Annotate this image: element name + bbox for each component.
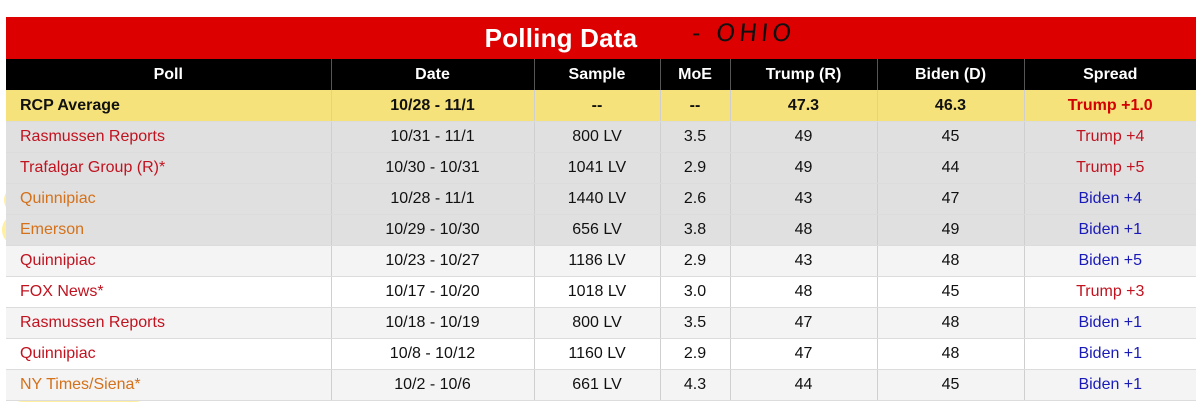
trump-value: 47: [730, 307, 878, 339]
biden-value: 46.3: [877, 90, 1025, 122]
table-row: FOX News* 10/17 - 10/20 1018 LV 3.0 48 4…: [6, 276, 1196, 308]
trump-value: 43: [730, 183, 878, 215]
column-header-spread[interactable]: Spread: [1024, 59, 1196, 90]
poll-sample: 1018 LV: [534, 276, 661, 308]
trump-value: 47.3: [730, 90, 878, 122]
polling-table: Poll Date Sample MoE Trump (R) Biden (D)…: [6, 59, 1196, 401]
poll-date: 10/31 - 11/1: [331, 121, 535, 153]
poll-moe: 3.0: [660, 276, 731, 308]
column-header-poll[interactable]: Poll: [6, 59, 332, 90]
table-row: Rasmussen Reports 10/31 - 11/1 800 LV 3.…: [6, 121, 1196, 153]
spread-value: Trump +1.0: [1024, 90, 1196, 122]
poll-moe: 3.5: [660, 307, 731, 339]
biden-value: 48: [877, 245, 1025, 277]
poll-date: 10/17 - 10/20: [331, 276, 535, 308]
poll-link[interactable]: Quinnipiac: [6, 338, 332, 370]
poll-link[interactable]: NY Times/Siena*: [6, 369, 332, 401]
spread-value: Biden +1: [1024, 338, 1196, 370]
poll-sample: 1440 LV: [534, 183, 661, 215]
handwritten-note: - OHIO: [690, 19, 797, 47]
biden-value: 48: [877, 338, 1025, 370]
biden-value: 47: [877, 183, 1025, 215]
biden-value: 44: [877, 152, 1025, 184]
spread-value: Biden +1: [1024, 369, 1196, 401]
rcp-average-row: RCP Average 10/28 - 11/1 -- -- 47.3 46.3…: [6, 90, 1196, 122]
poll-sample: 1186 LV: [534, 245, 661, 277]
table-row: Quinnipiac 10/8 - 10/12 1160 LV 2.9 47 4…: [6, 338, 1196, 370]
poll-sample: 1041 LV: [534, 152, 661, 184]
table-row: Quinnipiac 10/23 - 10/27 1186 LV 2.9 43 …: [6, 245, 1196, 277]
poll-date: 10/29 - 10/30: [331, 214, 535, 246]
poll-date: 10/2 - 10/6: [331, 369, 535, 401]
table-row: NY Times/Siena* 10/2 - 10/6 661 LV 4.3 4…: [6, 369, 1196, 401]
poll-sample: 800 LV: [534, 307, 661, 339]
poll-sample: 800 LV: [534, 121, 661, 153]
biden-value: 45: [877, 276, 1025, 308]
column-header-biden[interactable]: Biden (D): [877, 59, 1025, 90]
column-header-trump[interactable]: Trump (R): [730, 59, 878, 90]
poll-link[interactable]: Quinnipiac: [6, 183, 332, 215]
poll-date: 10/23 - 10/27: [331, 245, 535, 277]
table-row: Quinnipiac 10/28 - 11/1 1440 LV 2.6 43 4…: [6, 183, 1196, 215]
table-row: Emerson 10/29 - 10/30 656 LV 3.8 48 49 B…: [6, 214, 1196, 246]
poll-moe: 2.6: [660, 183, 731, 215]
poll-link[interactable]: Rasmussen Reports: [6, 121, 332, 153]
biden-value: 49: [877, 214, 1025, 246]
biden-value: 48: [877, 307, 1025, 339]
table-row: Rasmussen Reports 10/18 - 10/19 800 LV 3…: [6, 307, 1196, 339]
poll-link[interactable]: Quinnipiac: [6, 245, 332, 277]
poll-moe: 3.8: [660, 214, 731, 246]
poll-date: 10/8 - 10/12: [331, 338, 535, 370]
trump-value: 48: [730, 276, 878, 308]
table-header-row: Poll Date Sample MoE Trump (R) Biden (D)…: [6, 59, 1196, 90]
spread-value: Trump +3: [1024, 276, 1196, 308]
trump-value: 49: [730, 152, 878, 184]
spread-value: Biden +4: [1024, 183, 1196, 215]
poll-moe: --: [660, 90, 731, 122]
poll-sample: 656 LV: [534, 214, 661, 246]
column-header-sample[interactable]: Sample: [534, 59, 661, 90]
polling-table-container: Polling Data - OHIO Poll Date Sample MoE…: [6, 17, 1196, 401]
poll-sample: 661 LV: [534, 369, 661, 401]
spread-value: Biden +5: [1024, 245, 1196, 277]
poll-moe: 4.3: [660, 369, 731, 401]
trump-value: 44: [730, 369, 878, 401]
poll-date: 10/28 - 11/1: [331, 183, 535, 215]
poll-date: 10/18 - 10/19: [331, 307, 535, 339]
poll-sample: 1160 LV: [534, 338, 661, 370]
spread-value: Trump +4: [1024, 121, 1196, 153]
trump-value: 49: [730, 121, 878, 153]
poll-date: 10/28 - 11/1: [331, 90, 535, 122]
biden-value: 45: [877, 121, 1025, 153]
poll-link[interactable]: Rasmussen Reports: [6, 307, 332, 339]
poll-sample: --: [534, 90, 661, 122]
poll-moe: 2.9: [660, 152, 731, 184]
column-header-moe[interactable]: MoE: [660, 59, 731, 90]
title-bar: Polling Data - OHIO: [6, 17, 1196, 59]
spread-value: Biden +1: [1024, 307, 1196, 339]
biden-value: 45: [877, 369, 1025, 401]
column-header-date[interactable]: Date: [331, 59, 535, 90]
spread-value: Biden +1: [1024, 214, 1196, 246]
poll-moe: 3.5: [660, 121, 731, 153]
trump-value: 48: [730, 214, 878, 246]
trump-value: 43: [730, 245, 878, 277]
poll-moe: 2.9: [660, 245, 731, 277]
spread-value: Trump +5: [1024, 152, 1196, 184]
poll-link[interactable]: FOX News*: [6, 276, 332, 308]
poll-link[interactable]: Emerson: [6, 214, 332, 246]
poll-moe: 2.9: [660, 338, 731, 370]
table-row: Trafalgar Group (R)* 10/30 - 10/31 1041 …: [6, 152, 1196, 184]
poll-link[interactable]: Trafalgar Group (R)*: [6, 152, 332, 184]
trump-value: 47: [730, 338, 878, 370]
poll-name: RCP Average: [6, 90, 332, 122]
page-title: Polling Data: [484, 22, 638, 53]
poll-date: 10/30 - 10/31: [331, 152, 535, 184]
